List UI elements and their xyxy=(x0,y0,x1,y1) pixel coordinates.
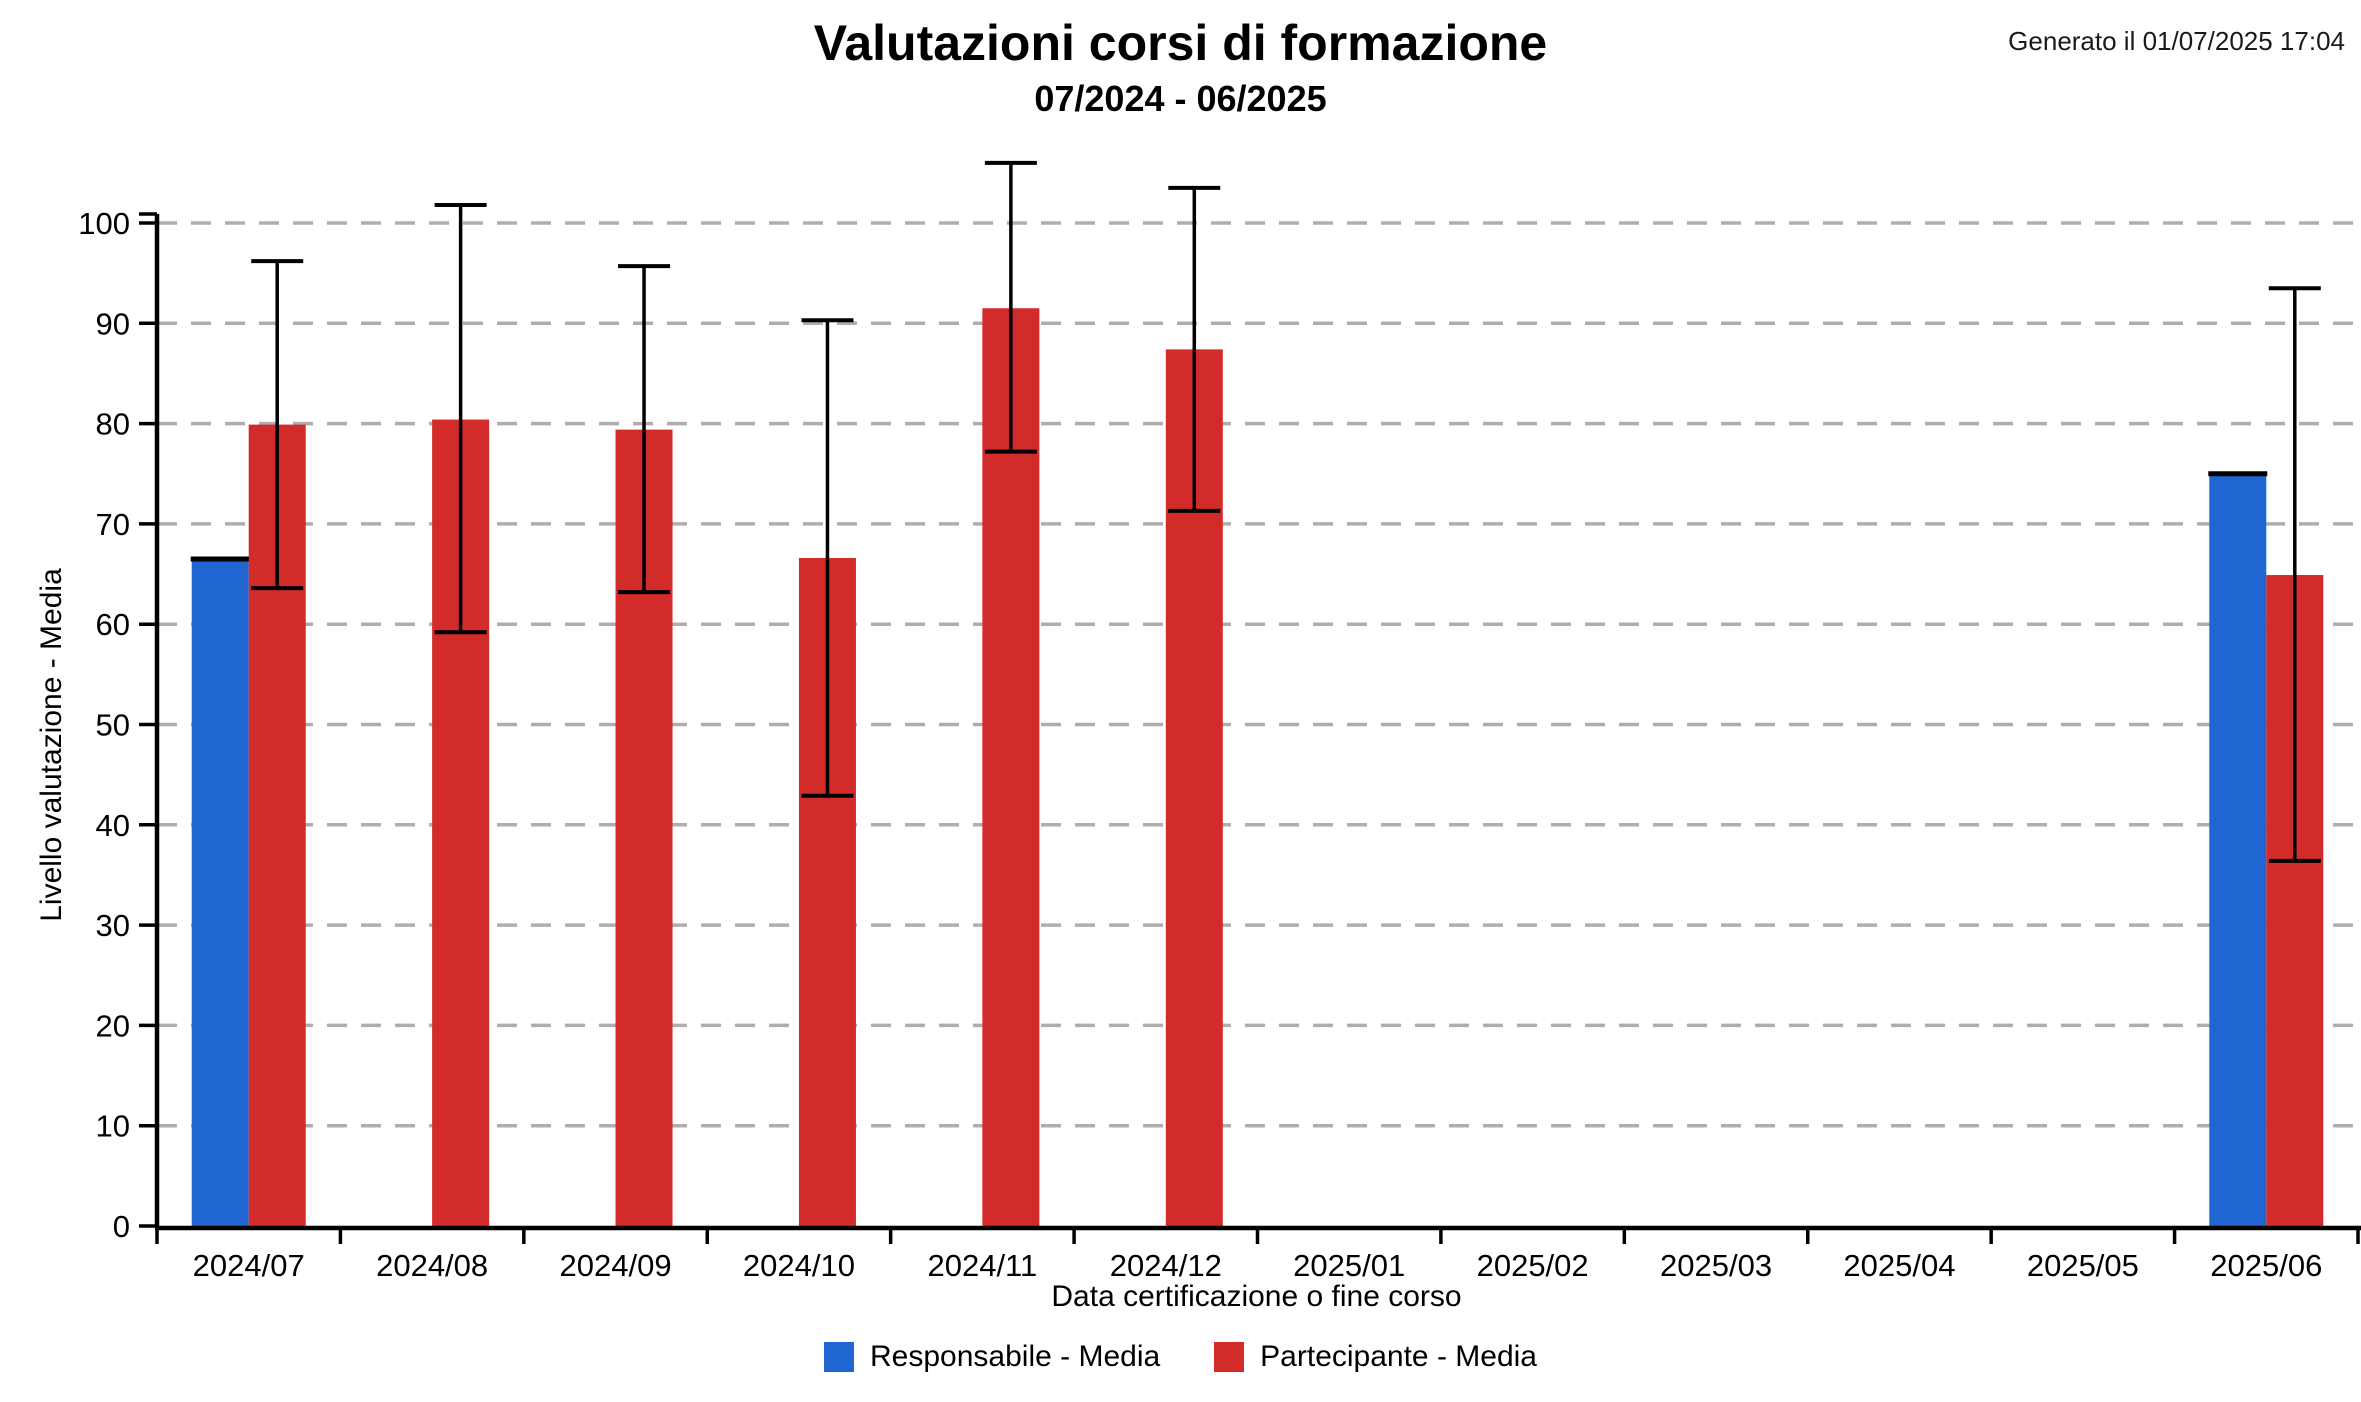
legend-swatch-responsabile xyxy=(824,1342,855,1372)
y-tick-label-50: 50 xyxy=(96,708,130,743)
y-tick-label-70: 70 xyxy=(96,507,130,542)
chart-title: Valutazioni corsi di formazione xyxy=(813,15,1548,71)
legend-item-partecipante[interactable]: Partecipante - Media xyxy=(1214,1340,1537,1374)
bar-partecipante-2024/11[interactable] xyxy=(982,308,1040,1226)
legend-label-partecipante: Partecipante - Media xyxy=(1260,1340,1537,1373)
y-tick-label-90: 90 xyxy=(96,306,130,341)
x-tick-label-2024/09[interactable]: 2024/09 xyxy=(560,1248,672,1283)
legend-label-responsabile: Responsabile - Media xyxy=(870,1340,1161,1373)
y-tick-label-60: 60 xyxy=(96,607,130,642)
y-tick-label-40: 40 xyxy=(96,808,130,843)
x-tick-label-2024/10[interactable]: 2024/10 xyxy=(743,1248,855,1283)
x-tick-label-2025/02[interactable]: 2025/02 xyxy=(1477,1248,1589,1283)
legend: Responsabile - Media Partecipante - Medi… xyxy=(0,1340,2361,1374)
x-tick-label-2024/11[interactable]: 2024/11 xyxy=(927,1248,1037,1283)
y-axis-title-text: Livello valutazione - Media xyxy=(35,568,68,922)
legend-swatch-partecipante xyxy=(1214,1342,1245,1372)
chart-subtitle: 07/2024 - 06/2025 xyxy=(1034,78,1327,119)
x-axis-title: Data certificazione o fine corso xyxy=(1051,1280,1462,1313)
bar-responsabile-2024/07[interactable] xyxy=(191,559,249,1226)
x-tick-label-2025/06[interactable]: 2025/06 xyxy=(2210,1248,2322,1283)
x-tick-label-2024/12[interactable]: 2024/12 xyxy=(1110,1248,1222,1283)
legend-item-responsabile[interactable]: Responsabile - Media xyxy=(824,1340,1160,1374)
bar-responsabile-2025/06[interactable] xyxy=(2209,473,2267,1226)
y-tick-label-10: 10 xyxy=(96,1109,130,1144)
x-tick-label-2025/01[interactable]: 2025/01 xyxy=(1293,1248,1405,1283)
x-tick-label-2025/04[interactable]: 2025/04 xyxy=(1843,1248,1955,1283)
x-tick-label-2024/08[interactable]: 2024/08 xyxy=(376,1248,488,1283)
x-tick-label-2024/07[interactable]: 2024/07 xyxy=(193,1248,305,1283)
y-tick-label-30: 30 xyxy=(96,908,130,943)
x-tick-label-2025/03[interactable]: 2025/03 xyxy=(1660,1248,1772,1283)
y-tick-label-100: 100 xyxy=(78,206,130,241)
generated-timestamp: Generato il 01/07/2025 17:04 xyxy=(2008,26,2345,56)
y-tick-label-20: 20 xyxy=(96,1008,130,1043)
y-tick-label-80: 80 xyxy=(96,407,130,442)
x-tick-label-2025/05[interactable]: 2025/05 xyxy=(2027,1248,2139,1283)
y-tick-label-0: 0 xyxy=(113,1209,130,1244)
